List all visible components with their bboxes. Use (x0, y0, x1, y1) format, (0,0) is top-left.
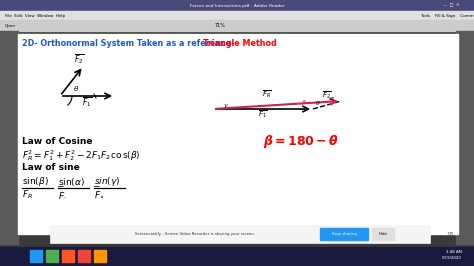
Bar (0, 0, 474, 11)
Bar (0, 247, 474, 266)
Text: Stop sharing: Stop sharing (331, 232, 356, 236)
Text: Tools    Fill & Sign    Comment: Tools Fill & Sign Comment (420, 14, 474, 18)
Text: $\alpha$: $\alpha$ (329, 95, 335, 102)
Text: $\boldsymbol{F_R}$: $\boldsymbol{F_R}$ (22, 189, 33, 201)
Bar (30, 250, 42, 262)
Bar (18, 34, 458, 234)
Text: $\overline{F_2}$: $\overline{F_2}$ (74, 53, 84, 66)
Text: 18: 18 (447, 231, 454, 236)
Bar (62, 250, 74, 262)
Text: $\sin(\beta)$: $\sin(\beta)$ (22, 176, 49, 189)
Bar (78, 250, 90, 262)
Text: 71%: 71% (215, 23, 226, 28)
Bar (0, 20, 474, 31)
Text: $\beta$: $\beta$ (301, 98, 307, 107)
Text: $sin(\gamma)$: $sin(\gamma)$ (94, 176, 120, 189)
Bar (456, 31, 474, 244)
Text: $\boldsymbol{F_{\circ}}$: $\boldsymbol{F_{\circ}}$ (94, 190, 104, 200)
Text: =: = (56, 184, 64, 193)
Text: Hide: Hide (379, 232, 387, 236)
Text: 3:48 AM: 3:48 AM (446, 250, 462, 254)
Text: $\theta$: $\theta$ (315, 99, 321, 107)
Bar (50, 225, 430, 243)
Text: 2D- Orthonormal System Taken as a reference-: 2D- Orthonormal System Taken as a refere… (22, 39, 237, 48)
Text: $\boldsymbol{F_{\cdot}}$: $\boldsymbol{F_{\cdot}}$ (58, 190, 66, 200)
Text: 5/19/2020: 5/19/2020 (442, 256, 462, 260)
Text: Law of Cosine: Law of Cosine (22, 138, 92, 147)
Text: $\sin(\alpha)$: $\sin(\alpha)$ (58, 176, 85, 188)
Text: =: = (92, 184, 100, 193)
Text: —  □  ✕: — □ ✕ (444, 3, 460, 7)
Text: $\overline{F_1}$: $\overline{F_1}$ (258, 109, 268, 120)
Bar (94, 250, 106, 262)
Text: $\overline{F_1}$: $\overline{F_1}$ (82, 95, 92, 109)
Text: $F_R^2 = F_1^2 + F_2^2 - 2F_1F_2\mathrm{co\,s}(\beta)$: $F_R^2 = F_1^2 + F_2^2 - 2F_1F_2\mathrm{… (22, 148, 141, 164)
Bar (372, 228, 394, 240)
Bar (0, 31, 18, 244)
Text: Screencastify - Screen Video Recorder is sharing your screen.: Screencastify - Screen Video Recorder is… (135, 232, 255, 236)
Text: $\overline{F_2}$: $\overline{F_2}$ (322, 90, 332, 101)
Bar (320, 228, 368, 240)
Text: Triangle Method: Triangle Method (203, 39, 277, 48)
Text: $\gamma$: $\gamma$ (223, 102, 229, 110)
Bar (0, 11, 474, 20)
Text: $\boldsymbol{\beta = 180 - \theta}$: $\boldsymbol{\beta = 180 - \theta}$ (263, 134, 339, 151)
Text: File  Edit  View  Window  Help: File Edit View Window Help (5, 14, 65, 18)
Text: Law of sine: Law of sine (22, 164, 80, 172)
Text: Forces and Interactions.pdf - Adobe Reader: Forces and Interactions.pdf - Adobe Read… (190, 3, 284, 7)
Text: $\theta$: $\theta$ (73, 84, 79, 93)
Bar (46, 250, 58, 262)
Text: Open: Open (5, 23, 16, 27)
Text: $\overline{F_R}$: $\overline{F_R}$ (262, 89, 272, 100)
